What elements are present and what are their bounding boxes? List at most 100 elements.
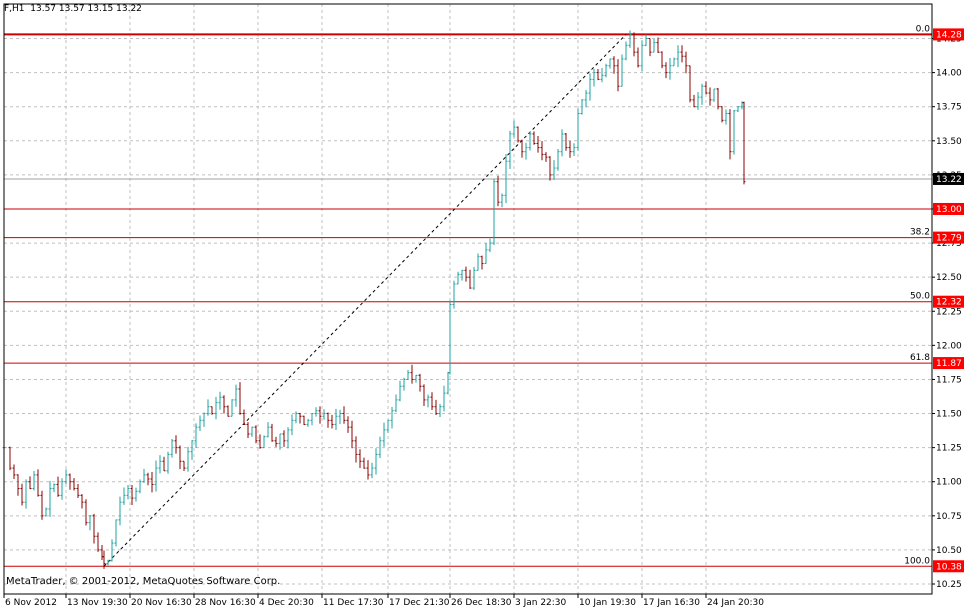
ohlc-bar	[44, 507, 48, 517]
y-tick-label: 12.75	[936, 239, 962, 249]
ohlc-bar	[564, 132, 568, 151]
ohlc-bar	[310, 413, 314, 426]
fibonacci-levels[interactable]: 0.0 38.2 50.0 61.8 100.0	[4, 24, 932, 567]
ohlc-bar	[298, 412, 302, 424]
ohlc-bar	[664, 62, 668, 79]
ohlc-bar	[322, 409, 326, 420]
ohlc-bar	[468, 269, 472, 289]
current-price-tag-bg	[933, 172, 964, 185]
ohlc-bar	[100, 544, 104, 561]
ohlc-bar	[644, 34, 648, 47]
price-tag-bg	[933, 231, 964, 244]
price-tag-bg	[933, 295, 964, 308]
ohlc-bar	[102, 550, 106, 569]
ohlc-bar	[80, 494, 84, 509]
fibonacci-trend-line[interactable]	[103, 34, 627, 567]
ohlc-bar	[56, 476, 60, 497]
ohlc-bar	[210, 406, 214, 415]
ohlc-bar	[378, 436, 382, 459]
y-tick-label: 11.50	[936, 410, 962, 420]
ohlc-bar	[294, 411, 298, 424]
ohlc-bar	[464, 266, 468, 282]
ohlc-bar	[194, 423, 198, 448]
y-tick-label: 13.50	[936, 137, 962, 147]
ohlc-bar	[528, 131, 532, 151]
ohlc-bar	[370, 462, 374, 479]
ohlc-bar	[36, 469, 40, 497]
ohlc-bar	[480, 255, 484, 270]
ohlc-bar	[250, 426, 254, 437]
ohlc-bar	[234, 384, 238, 407]
ohlc-bar	[60, 478, 64, 500]
ohlc-bar	[366, 460, 370, 480]
ohlc-bar	[414, 374, 418, 383]
ohlc-bar	[178, 445, 182, 470]
ohlc-bar	[588, 73, 592, 101]
fib-ratio-label: 100.0	[904, 556, 930, 566]
ohlc-bar	[110, 539, 114, 562]
ohlc-bar	[624, 41, 628, 61]
ohlc-bar	[52, 483, 56, 493]
ohlc-bar	[106, 559, 110, 566]
ohlc-bar	[560, 129, 564, 157]
ohlc-bar	[278, 433, 282, 450]
ohlc-bar	[628, 30, 632, 48]
ohlc-bar	[728, 109, 732, 160]
ohlc-bar	[448, 300, 452, 375]
ohlc-bar	[118, 496, 122, 526]
ohlc-bar	[162, 456, 166, 472]
ohlc-bar	[692, 94, 696, 108]
ohlc-bar	[354, 436, 358, 463]
ohlc-bar	[636, 47, 640, 68]
ohlc-bar	[418, 373, 422, 392]
price-tag-bg	[933, 560, 964, 573]
ohlc-bar	[114, 519, 118, 547]
ohlc-bar	[492, 178, 496, 245]
ohlc-bar	[230, 399, 234, 417]
ohlc-bar	[540, 141, 544, 161]
chart-header: F,H1 13.57 13.57 13.15 13.22	[4, 4, 142, 14]
ohlc-bar	[350, 420, 354, 449]
ohlc-bar	[72, 478, 76, 491]
ohlc-bar	[190, 440, 194, 460]
ohlc-bar	[338, 409, 342, 425]
ohlc-bar	[600, 68, 604, 83]
ohlc-bar	[282, 430, 286, 447]
ohlc-bar	[202, 412, 206, 427]
price-tag-label: 12.32	[936, 298, 962, 308]
x-tick-label: 28 Nov 16:30	[195, 598, 256, 608]
ohlc-bar	[422, 384, 426, 406]
ohlc-bar	[222, 395, 226, 414]
ohlc-bar	[154, 460, 158, 492]
price-tags: 14.28 13.00 12.79 12.32 11.87 10.38 13.22	[933, 28, 964, 573]
ohlc-bar	[672, 57, 676, 67]
ohlc-bar	[382, 422, 386, 447]
y-tick-label: 12.25	[936, 307, 962, 317]
y-tick-label: 10.25	[936, 580, 962, 590]
x-tick-label: 4 Dec 20:30	[259, 598, 314, 608]
x-tick-label: 17 Jan 16:30	[643, 598, 700, 608]
ohlc-bar	[576, 108, 580, 151]
ohlc-bar	[64, 469, 68, 485]
ohlc-bar	[680, 45, 684, 63]
ohlc-bar	[548, 156, 552, 181]
current-price-tag: 13.22	[936, 175, 962, 185]
price-tag-bg	[933, 202, 964, 215]
y-tick-label: 13.75	[936, 103, 962, 113]
ohlc-bar	[362, 457, 366, 469]
y-tick-label: 12.00	[936, 341, 962, 351]
ohlc-bar	[596, 68, 600, 81]
y-tick-label: 11.25	[936, 444, 962, 454]
ohlc-bar	[460, 269, 464, 281]
ohlc-bar	[476, 253, 480, 271]
ohlc-bar	[16, 474, 20, 496]
x-tick-label: 11 Dec 17:30	[323, 598, 384, 608]
ohlc-bar	[218, 391, 222, 410]
price-tag-label: 13.00	[936, 205, 962, 215]
ohlc-bar	[536, 135, 540, 153]
price-tag-bg	[933, 28, 964, 41]
ohlc-bar	[430, 392, 434, 410]
ohlc-bar	[520, 139, 524, 158]
ohlc-bar	[48, 480, 52, 517]
